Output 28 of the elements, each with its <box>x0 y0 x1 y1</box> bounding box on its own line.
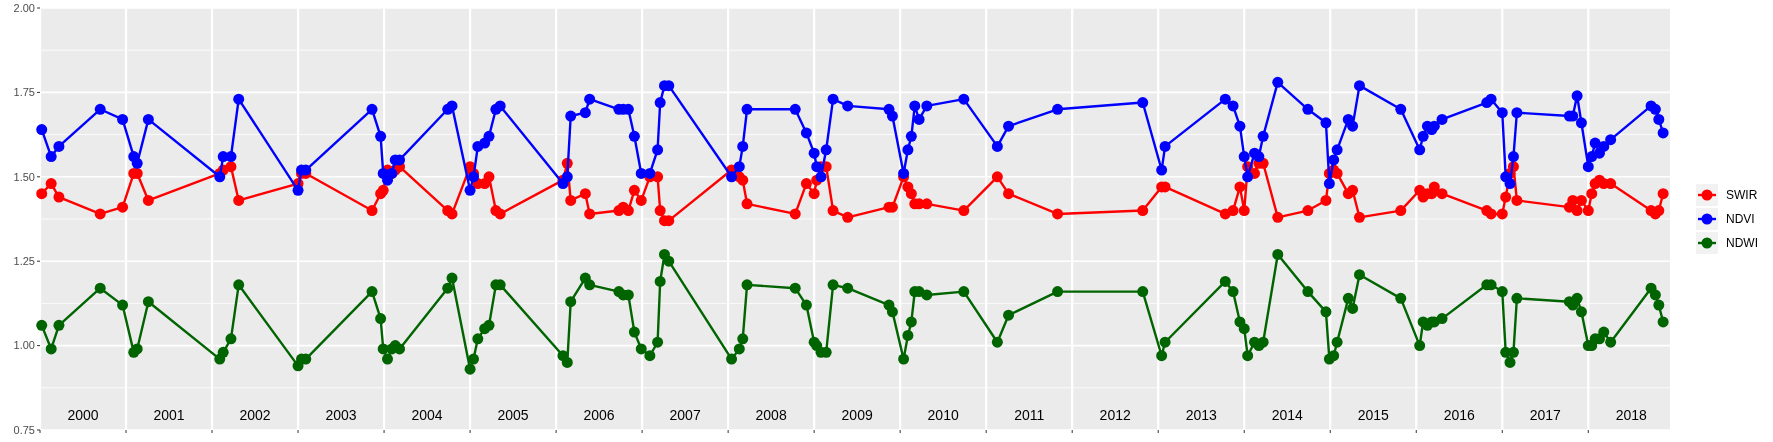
x-tick-label: 2017 <box>1529 406 1562 423</box>
x-tick-label: 2016 <box>1443 406 1476 423</box>
x-tick-label: 2015 <box>1357 406 1390 423</box>
legend-label: NDVI <box>1726 212 1755 227</box>
y-tick-label: 2.00 <box>13 1 35 14</box>
x-tick-label: 2010 <box>927 406 959 423</box>
x-tick-label: 2004 <box>411 406 443 423</box>
y-tick-label: 1.50 <box>13 170 35 183</box>
legend-label: NDWI <box>1726 236 1758 251</box>
x-tick-label: 2007 <box>669 406 701 423</box>
legend-label: SWIR <box>1726 188 1758 203</box>
x-tick-label: 2006 <box>583 406 615 423</box>
y-tick-label: 1.25 <box>13 255 35 268</box>
x-tick-label: 2013 <box>1185 406 1217 423</box>
y-tick-label: 0.75 <box>13 423 35 436</box>
y-tick-label: 1.00 <box>13 339 35 352</box>
x-tick-label: 2009 <box>841 406 873 423</box>
y-tick-label: 1.75 <box>13 86 35 99</box>
x-tick-label: 2018 <box>1615 406 1648 423</box>
x-tick-label: 2000 <box>67 406 99 423</box>
x-tick-label: 2011 <box>1014 406 1045 423</box>
x-tick-label: 2002 <box>239 406 271 423</box>
x-tick-label: 2008 <box>755 406 787 423</box>
x-tick-label: 2001 <box>153 406 185 423</box>
x-tick-label: 2003 <box>325 406 357 423</box>
x-tick-label: 2012 <box>1099 406 1131 423</box>
x-tick-label: 2014 <box>1271 406 1304 423</box>
x-tick-label: 2005 <box>497 406 529 423</box>
